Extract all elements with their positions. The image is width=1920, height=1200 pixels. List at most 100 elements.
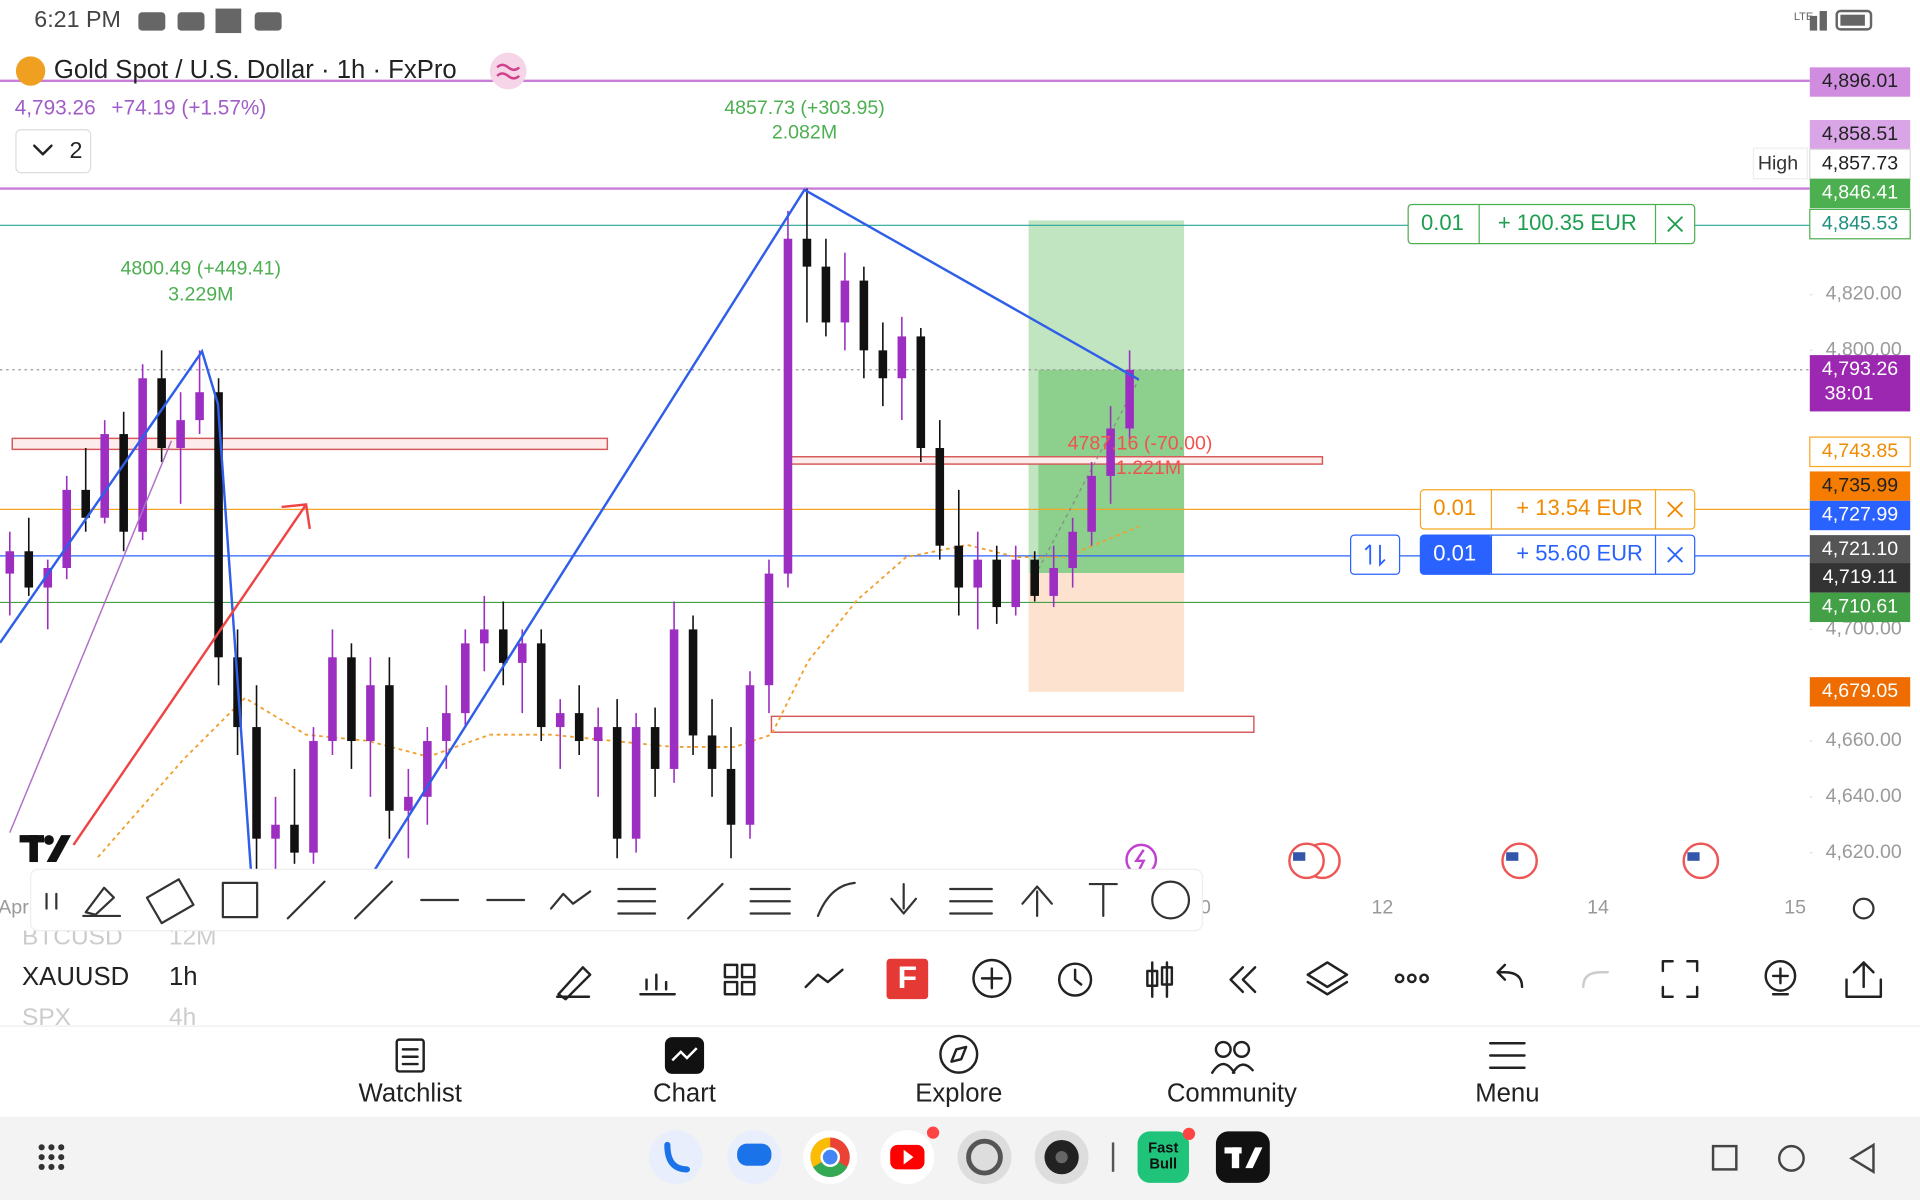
candle-body xyxy=(24,551,34,588)
candle-body xyxy=(498,629,508,663)
candle-body xyxy=(195,392,204,421)
candle-body xyxy=(43,568,53,588)
price-tag xyxy=(1809,436,1911,468)
time-label: 12 xyxy=(1372,897,1394,919)
candle-body xyxy=(764,573,774,686)
order-reverse-icon xyxy=(1364,544,1386,567)
candle-body xyxy=(62,489,72,569)
symbol-value: 12M xyxy=(169,923,217,950)
price-tag-label: 4,846.41 xyxy=(1822,182,1898,204)
indicators-toggle[interactable] xyxy=(15,129,92,174)
nav-label[interactable]: Chart xyxy=(653,1079,716,1107)
nav-label[interactable]: Explore xyxy=(915,1079,1002,1107)
y-tick-label: 4,660.00 xyxy=(1826,729,1902,751)
order-pnl: + 13.54 EUR xyxy=(1516,495,1643,520)
time-label: 15 xyxy=(1784,897,1806,919)
dock-apps[interactable] xyxy=(648,1126,1270,1185)
indicator-icon[interactable] xyxy=(489,52,527,90)
candle-body xyxy=(669,629,679,769)
order-box[interactable] xyxy=(1419,489,1696,530)
time-label: 14 xyxy=(1587,897,1609,919)
candle-body xyxy=(214,392,223,658)
chart-toolbar[interactable] xyxy=(555,958,1883,1001)
system-nav[interactable] xyxy=(1711,1142,1875,1175)
high-label-box xyxy=(1752,147,1808,180)
candle-body xyxy=(973,559,983,588)
candle-body xyxy=(404,796,413,811)
candle-body xyxy=(157,378,166,449)
candle-body xyxy=(821,266,831,323)
time-axis: Apr 10 12 14 15 xyxy=(0,897,1806,919)
order-qty-box xyxy=(1420,535,1492,575)
chevron xyxy=(33,144,53,156)
app-label: Fast xyxy=(1148,1140,1178,1156)
symbol[interactable]: BTCUSD xyxy=(22,923,123,951)
nav-label[interactable]: Menu xyxy=(1475,1079,1539,1107)
price-tag-label: 4,793.26 xyxy=(1822,358,1898,380)
orders: 0.01 + 100.35 EUR 0.01 + 13.54 EUR 0.01 + 55.… xyxy=(1350,203,1696,575)
price-axis: 4,620.00 4,640.00 4,660.00 4,700.00 4,800.00… xyxy=(1809,283,1902,863)
order-reverse[interactable] xyxy=(1350,534,1401,575)
status-time: 6:21 PM xyxy=(34,6,121,32)
order-close[interactable] xyxy=(1667,216,1684,233)
price-tag-label: 4,845.53 xyxy=(1822,212,1898,234)
price-tag-label: 4,743.85 xyxy=(1822,440,1898,462)
candle-body xyxy=(119,434,128,532)
symbol[interactable]: SPX xyxy=(22,1004,71,1031)
candle-body xyxy=(517,643,527,663)
candle-body xyxy=(688,629,698,736)
candle-body xyxy=(347,657,356,742)
price-tag xyxy=(1809,178,1911,209)
chart-drawings xyxy=(0,79,1810,858)
price-tag xyxy=(1809,500,1911,531)
settings-button[interactable] xyxy=(1852,897,1875,920)
price-tag-label: 4,735.99 xyxy=(1822,474,1898,496)
drawing-toolbar xyxy=(30,868,1204,932)
price-tag xyxy=(1809,563,1911,593)
app-drawer[interactable] xyxy=(38,1144,65,1170)
candle-body xyxy=(1049,568,1058,596)
candle-body xyxy=(878,350,888,379)
candle-body xyxy=(385,685,394,811)
candle-body xyxy=(252,727,261,839)
current-symbol[interactable]: XAUUSD xyxy=(22,963,129,991)
candle-body xyxy=(536,643,546,728)
app-label: Bull xyxy=(1149,1156,1177,1172)
price-tag xyxy=(1809,355,1911,412)
candle-body xyxy=(574,713,584,742)
trend-drawings xyxy=(0,188,1720,880)
candle-body xyxy=(480,629,489,644)
price-tag-label: 4,679.05 xyxy=(1822,680,1898,702)
candle-body xyxy=(271,824,280,839)
nav-label[interactable]: Community xyxy=(1167,1079,1297,1107)
annotations: 4857.73 (+303.95) 2.082M 4800.49 (+449.4… xyxy=(121,97,1213,479)
price-tag xyxy=(1809,208,1911,240)
price-tags: 4,896.01 4,858.51 4,857.73 4,846.41 4,845.53… xyxy=(1752,67,1911,707)
fastbull-button[interactable] xyxy=(886,958,929,1000)
price-tag-label: 4,727.99 xyxy=(1822,504,1898,526)
drawing-tools[interactable] xyxy=(45,878,1191,925)
candle-body xyxy=(593,727,603,742)
candle-body xyxy=(1011,559,1020,608)
candle-body xyxy=(935,448,945,546)
price-tag-label: 4,857.73 xyxy=(1822,152,1898,174)
candle-body xyxy=(309,741,318,853)
price-tag-label: 4,710.61 xyxy=(1822,596,1898,618)
order-close[interactable] xyxy=(1667,501,1684,518)
candle-body xyxy=(612,727,622,839)
candle-body xyxy=(783,238,793,574)
status-icons xyxy=(138,8,1873,34)
current-interval[interactable]: 1h xyxy=(169,963,198,991)
y-tick-label: 4,640.00 xyxy=(1826,785,1902,807)
order-qty: 0.01 xyxy=(1433,495,1476,520)
candle-body xyxy=(423,741,432,797)
chart-nav-glyph xyxy=(671,1047,698,1062)
candle-body xyxy=(138,378,147,532)
nav-label[interactable]: Watchlist xyxy=(359,1079,462,1107)
order-close[interactable] xyxy=(1667,546,1684,563)
status-network: LTE xyxy=(1794,11,1813,23)
candle-body xyxy=(631,727,641,839)
price-tag-label: 4,858.51 xyxy=(1822,123,1898,145)
